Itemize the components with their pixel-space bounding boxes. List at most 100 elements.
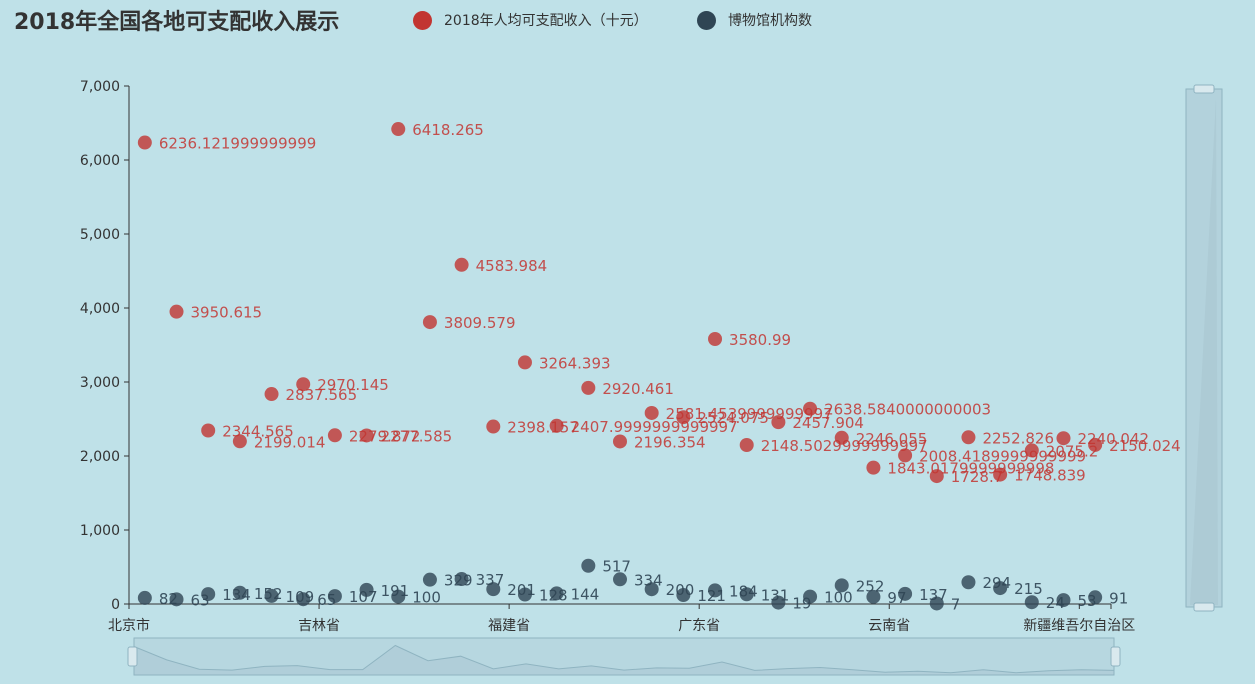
income-data-label: 2638.5840000000003 (824, 401, 991, 419)
income-point[interactable] (264, 387, 279, 402)
income-data-label: 3950.615 (191, 304, 263, 322)
income-point[interactable] (644, 405, 659, 420)
income-point[interactable] (232, 434, 247, 449)
income-data-label: 4583.984 (476, 257, 548, 275)
x-tick-label: 吉林省 (298, 618, 340, 634)
legend-marker-museums (697, 10, 716, 30)
income-point[interactable] (359, 428, 374, 443)
x-zoom-preview (133, 644, 1115, 676)
museums-point[interactable] (961, 575, 976, 590)
museums-point[interactable] (137, 590, 152, 605)
museums-data-label: 100 (412, 589, 441, 607)
museums-point[interactable] (866, 589, 881, 604)
income-point[interactable] (708, 332, 723, 347)
museums-point[interactable] (264, 588, 279, 603)
museums-point[interactable] (1056, 593, 1071, 608)
legend-item-income[interactable]: 2018年人均可支配收入（十元） (413, 9, 648, 31)
income-point[interactable] (422, 315, 437, 330)
legend-item-museums[interactable]: 博物馆机构数 (697, 9, 812, 31)
museums-point[interactable] (169, 592, 184, 607)
museums-point[interactable] (993, 581, 1008, 596)
income-point[interactable] (771, 415, 786, 430)
income-point[interactable] (581, 380, 596, 395)
museums-point[interactable] (549, 586, 564, 601)
x-tick-label: 新疆维吾尔自治区 (1023, 618, 1135, 634)
museums-point[interactable] (676, 588, 691, 603)
income-data-label: 2277.585 (381, 427, 453, 445)
museums-point[interactable] (834, 578, 849, 593)
income-point[interactable] (866, 460, 881, 475)
income-data-label: 1843.0179999999998 (887, 460, 1054, 478)
income-point[interactable] (454, 257, 469, 272)
income-point[interactable] (201, 423, 216, 438)
y-zoom-handle-bottom[interactable] (1193, 602, 1215, 612)
income-point[interactable] (613, 434, 627, 449)
museums-point[interactable] (771, 595, 786, 610)
income-data-label: 2148.5029999999997 (761, 437, 928, 455)
museums-point[interactable] (803, 589, 818, 604)
chart-title: 2018年全国各地可支配收入展示 (14, 10, 340, 35)
museums-point[interactable] (296, 592, 311, 607)
legend-label-income: 2018年人均可支配收入（十元） (444, 13, 648, 29)
museums-data-label: 517 (602, 558, 631, 576)
income-point[interactable] (1088, 437, 1103, 452)
income-point[interactable] (739, 438, 754, 453)
museums-point[interactable] (1024, 595, 1039, 610)
museums-point[interactable] (929, 596, 944, 611)
museums-data-label: 252 (856, 577, 885, 595)
x-tick-label: 广东省 (678, 618, 720, 634)
income-point[interactable] (834, 430, 849, 445)
museums-point[interactable] (422, 572, 437, 587)
income-data-label: 2150.024 (1109, 437, 1181, 455)
income-data-label: 2407.9999999999997 (571, 418, 738, 436)
income-data-label: 3580.99 (729, 331, 791, 349)
income-point[interactable] (327, 428, 342, 443)
legend-label-museums: 博物馆机构数 (728, 13, 812, 29)
museums-point[interactable] (1088, 590, 1103, 605)
museums-point[interactable] (327, 589, 342, 604)
museums-point[interactable] (454, 572, 469, 587)
museums-point[interactable] (581, 558, 596, 573)
income-point[interactable] (961, 430, 976, 445)
income-point[interactable] (391, 122, 406, 137)
income-point[interactable] (137, 135, 152, 150)
y-tick-label: 6,000 (80, 153, 120, 169)
income-point[interactable] (993, 467, 1008, 482)
museums-point[interactable] (517, 587, 532, 602)
x-zoom-handle-start[interactable] (127, 646, 138, 667)
museums-data-label: 7 (951, 595, 961, 613)
income-point[interactable] (929, 469, 944, 484)
museums-point[interactable] (739, 587, 754, 602)
income-point[interactable] (517, 355, 532, 370)
y-tick-label: 0 (111, 597, 120, 613)
income-point[interactable] (486, 419, 501, 434)
museums-point[interactable] (486, 582, 501, 597)
income-point[interactable] (898, 448, 913, 463)
income-point[interactable] (549, 418, 564, 433)
income-point[interactable] (1024, 443, 1039, 458)
museums-point[interactable] (201, 587, 216, 602)
museums-point[interactable] (644, 582, 659, 597)
y-zoom-handle-top[interactable] (1193, 84, 1215, 94)
income-data-label: 3264.393 (539, 354, 611, 372)
income-point[interactable] (1056, 431, 1071, 446)
museums-point[interactable] (613, 572, 627, 587)
museums-point[interactable] (391, 589, 406, 604)
x-tick-label: 北京市 (108, 617, 150, 634)
museums-point[interactable] (359, 582, 374, 597)
income-point[interactable] (676, 410, 691, 425)
y-zoom-preview (1190, 98, 1218, 605)
income-data-label: 2199.014 (254, 433, 326, 451)
income-point[interactable] (169, 304, 184, 319)
museums-point[interactable] (232, 585, 247, 600)
y-tick-label: 2,000 (80, 449, 120, 465)
museums-point[interactable] (898, 586, 913, 601)
museums-data-label: 91 (1109, 589, 1128, 607)
income-point[interactable] (803, 401, 818, 416)
y-tick-label: 3,000 (80, 375, 120, 391)
y-tick-label: 5,000 (80, 227, 120, 243)
x-zoom-handle-end[interactable] (1110, 646, 1121, 667)
income-point[interactable] (296, 377, 311, 392)
museums-point[interactable] (708, 583, 723, 598)
